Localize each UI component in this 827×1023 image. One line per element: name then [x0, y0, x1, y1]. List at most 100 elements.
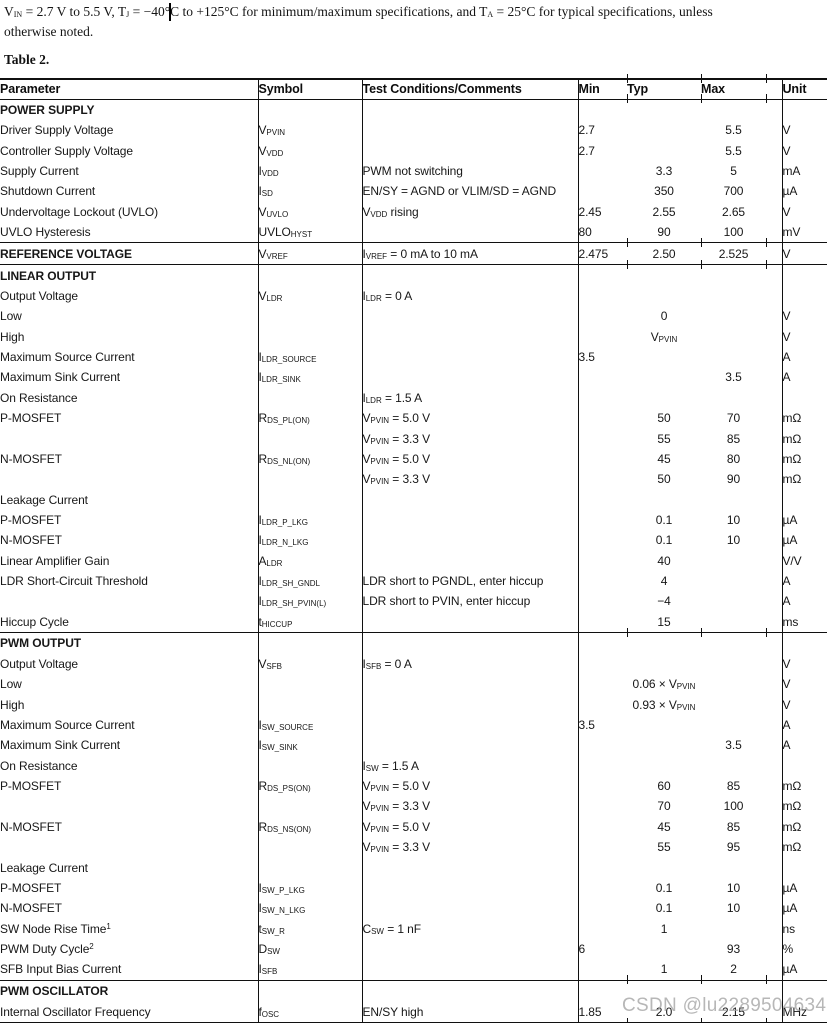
condition-cell — [361, 877, 578, 899]
typ-cell: 55 — [657, 431, 671, 446]
param-cell: PWM Duty Cycle2 — [0, 941, 94, 956]
min-cell — [577, 326, 627, 347]
max-cell: 80 — [726, 451, 741, 466]
min-cell — [577, 796, 627, 817]
param-cell: P-MOSFET — [0, 880, 62, 895]
typ-cell — [627, 857, 701, 877]
max-cell: 90 — [726, 472, 741, 487]
column-tick — [627, 73, 629, 83]
spacer-cell — [766, 306, 782, 326]
typ-cell — [627, 735, 701, 755]
table-row: N-MOSFET ILDR_N_LKG 0.1 10 µA — [0, 530, 827, 551]
condition-cell: VPVIN = 5.0 V — [361, 408, 578, 429]
symbol-cell: ILDR_SH_PVIN(L) — [257, 591, 362, 612]
table-caption: Table 2. — [4, 52, 50, 67]
symbol-cell — [257, 857, 362, 878]
typ-cell: 0.1 — [655, 512, 673, 527]
table-row: Hiccup Cycle tHICCUP 15 ms — [0, 611, 827, 633]
max-cell — [701, 612, 766, 633]
max-cell: 5.5 — [725, 123, 742, 138]
unit-cell: V — [781, 201, 827, 222]
typ-cell — [627, 756, 701, 776]
typ-cell: 1 — [660, 921, 668, 936]
table-row: N-MOSFET RDS_NL(ON) VPVIN = 5.0 V 45 80 mΩ — [0, 448, 827, 470]
condition-cell — [361, 632, 578, 654]
spacer-cell — [766, 264, 782, 286]
typ-cell: 45 — [657, 451, 671, 466]
unit-cell: mΩ — [781, 408, 827, 429]
max-cell — [701, 654, 766, 674]
unit-cell: µA — [781, 898, 827, 919]
table-row: N-MOSFET ISW_N_LKG 0.1 10 µA — [0, 898, 827, 919]
column-tick — [766, 627, 768, 637]
symbol-cell: VSFB — [257, 653, 362, 675]
unit-cell: A — [781, 714, 827, 736]
column-tick — [701, 259, 703, 269]
column-tick — [627, 237, 629, 247]
symbol-cell — [257, 694, 362, 715]
condition-cell: VPVIN = 5.0 V — [361, 448, 578, 470]
min-cell — [577, 550, 627, 571]
unit-cell: V — [781, 653, 827, 675]
max-cell — [701, 264, 766, 286]
table-row: Low 0.06 × VPVIN V — [0, 674, 827, 695]
spacer-cell — [766, 898, 782, 918]
unit-cell: A — [781, 735, 827, 756]
column-tick — [627, 627, 629, 637]
spacer-cell — [766, 222, 782, 243]
unit-cell — [781, 979, 827, 1002]
symbol-cell: VPVIN — [257, 120, 362, 141]
column-header-max: Max — [701, 79, 766, 100]
table-row: Undervoltage Lockout (UVLO) VUVLO VVDD ris… — [0, 201, 827, 222]
condition-cell — [361, 979, 578, 1002]
table-row: Linear Amplifier Gain ALDR 40 V/V — [0, 550, 827, 571]
text-cursor — [169, 3, 171, 21]
max-cell — [701, 979, 766, 1002]
spacer-cell — [766, 612, 782, 633]
max-cell: 95 — [726, 840, 741, 855]
spacer-cell — [766, 551, 782, 571]
unit-cell: MHz — [781, 1001, 827, 1023]
table-row: UVLO Hysteresis UVLOHYST 80 90 100 mV — [0, 221, 827, 243]
unit-cell: mA — [781, 160, 827, 182]
unit-cell: V — [781, 242, 827, 265]
unit-cell: µA — [781, 530, 827, 551]
param-cell: P-MOSFET — [0, 411, 62, 426]
min-cell — [577, 469, 627, 490]
param-cell: Low — [0, 309, 22, 324]
symbol-cell: ILDR_N_LKG — [257, 530, 362, 551]
min-cell: 2.7 — [577, 140, 627, 161]
typ-cell: 40 — [657, 553, 671, 568]
max-cell: 70 — [726, 411, 741, 426]
typ-cell: 0.06 × VPVIN — [632, 677, 696, 692]
condition-cell: IVREF = 0 mA to 10 mA — [361, 242, 578, 265]
max-cell: 2.15 — [722, 1004, 745, 1019]
max-cell — [701, 306, 766, 326]
typ-cell: 1 — [660, 962, 668, 977]
param-cell — [0, 796, 258, 816]
condition-cell: ILDR = 1.5 A — [361, 387, 578, 408]
min-cell — [577, 367, 627, 388]
typ-cell: 0.93 × VPVIN — [632, 697, 696, 712]
spacer-cell — [766, 817, 782, 837]
param-cell: N-MOSFET — [0, 819, 62, 834]
table-row: N-MOSFET RDS_NS(ON) VPVIN = 5.0 V 45 85 mΩ — [0, 816, 827, 837]
min-cell — [577, 306, 627, 327]
typ-cell: −4 — [657, 594, 671, 609]
column-tick — [766, 73, 768, 83]
unit-cell: µA — [781, 959, 827, 981]
typ-cell: 0.1 — [655, 901, 673, 916]
min-cell — [577, 735, 627, 756]
typ-cell — [627, 979, 701, 1002]
condition-cell: LDR short to PVIN, enter hiccup — [361, 591, 578, 612]
param-cell: P-MOSFET — [0, 779, 62, 794]
max-cell: 100 — [723, 225, 744, 240]
min-cell — [577, 775, 627, 797]
spacer-cell — [766, 327, 782, 347]
header-spacer — [766, 79, 782, 100]
unit-cell: A — [781, 591, 827, 612]
max-cell: 85 — [726, 819, 741, 834]
max-cell — [701, 551, 766, 571]
condition-cell — [361, 714, 578, 736]
min-cell — [577, 99, 627, 121]
